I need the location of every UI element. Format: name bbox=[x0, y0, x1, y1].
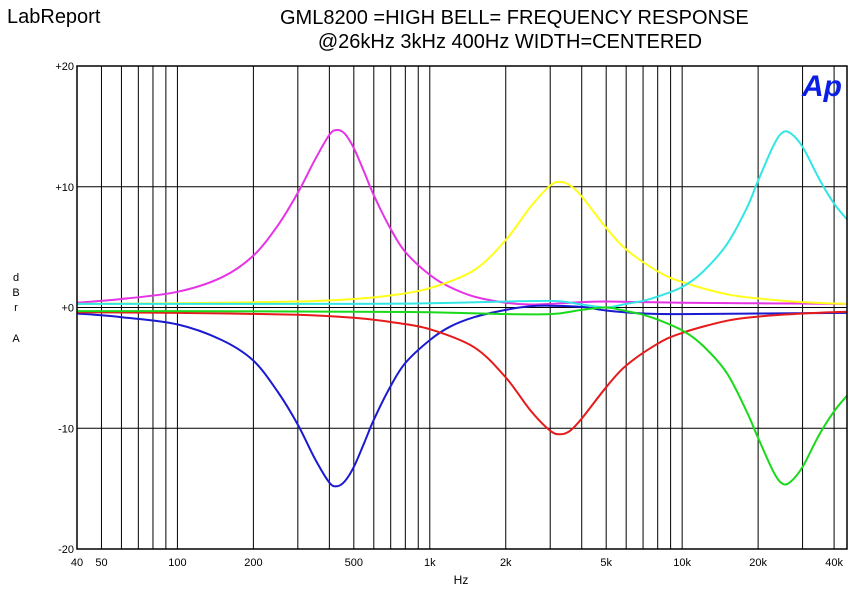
series-line-3 bbox=[76, 180, 848, 305]
y-tick-label: +10 bbox=[55, 182, 74, 194]
x-tick-label: 50 bbox=[95, 557, 107, 569]
x-tick-label: 20k bbox=[749, 557, 767, 569]
chart-title: GML8200 =HIGH BELL= FREQUENCY RESPONSE bbox=[280, 7, 749, 29]
series-line-1 bbox=[76, 128, 848, 306]
x-tick-label: 10k bbox=[673, 557, 691, 569]
series-group bbox=[76, 128, 848, 488]
chart-subtitle: @26kHz 3kHz 400Hz WIDTH=CENTERED bbox=[317, 31, 703, 53]
grid-lines bbox=[77, 66, 847, 549]
x-axis-title: Hz bbox=[454, 573, 469, 587]
y-tick-label: -10 bbox=[58, 423, 74, 435]
y-axis-title-char: r bbox=[14, 302, 18, 314]
x-tick-label: 100 bbox=[168, 557, 186, 569]
chart-title-block: GML8200 =HIGH BELL= FREQUENCY RESPONSE @… bbox=[280, 6, 749, 54]
y-tick-label: +20 bbox=[55, 61, 74, 73]
plot-frame bbox=[76, 65, 848, 550]
series-line-2 bbox=[76, 304, 848, 488]
series-line-6 bbox=[76, 306, 848, 486]
x-tick-label: 5k bbox=[600, 557, 612, 569]
tick-labels: 40 50 100 200 500 1k 2k 5k 10k 20k 40k +20 +10 +0 -10 -… bbox=[55, 61, 843, 569]
series-line-5 bbox=[77, 130, 848, 309]
ap-logo-text: Ap bbox=[801, 70, 842, 103]
x-tick-label: 1k bbox=[424, 557, 436, 569]
app-title: LabReport bbox=[7, 6, 101, 28]
x-tick-label: 500 bbox=[345, 557, 363, 569]
x-tick-label: 40k bbox=[825, 557, 843, 569]
ap-logo: Ap bbox=[801, 70, 842, 103]
x-tick-label: 2k bbox=[500, 557, 512, 569]
y-axis-title-char: d bbox=[13, 272, 19, 284]
y-axis-title-char: A bbox=[12, 333, 20, 345]
series-line-4 bbox=[76, 310, 848, 436]
y-axis-title: dBr A bbox=[12, 272, 20, 345]
y-tick-label: -20 bbox=[58, 544, 74, 556]
y-tick-label: +0 bbox=[61, 303, 74, 315]
plot-border bbox=[76, 65, 848, 550]
y-axis-title-char: B bbox=[12, 287, 19, 299]
x-tick-label: 200 bbox=[244, 557, 262, 569]
x-tick-label: 40 bbox=[71, 557, 83, 569]
